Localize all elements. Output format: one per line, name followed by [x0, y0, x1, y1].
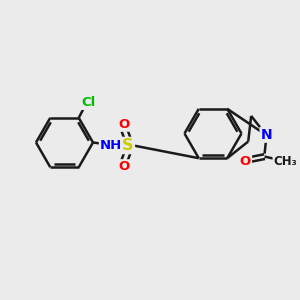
Text: O: O: [118, 118, 130, 131]
Text: Cl: Cl: [82, 96, 96, 109]
Text: NH: NH: [100, 139, 122, 152]
Text: N: N: [261, 128, 272, 142]
Text: O: O: [240, 154, 251, 168]
Text: S: S: [122, 138, 134, 153]
Text: CH₃: CH₃: [273, 154, 297, 168]
Text: O: O: [118, 160, 130, 173]
